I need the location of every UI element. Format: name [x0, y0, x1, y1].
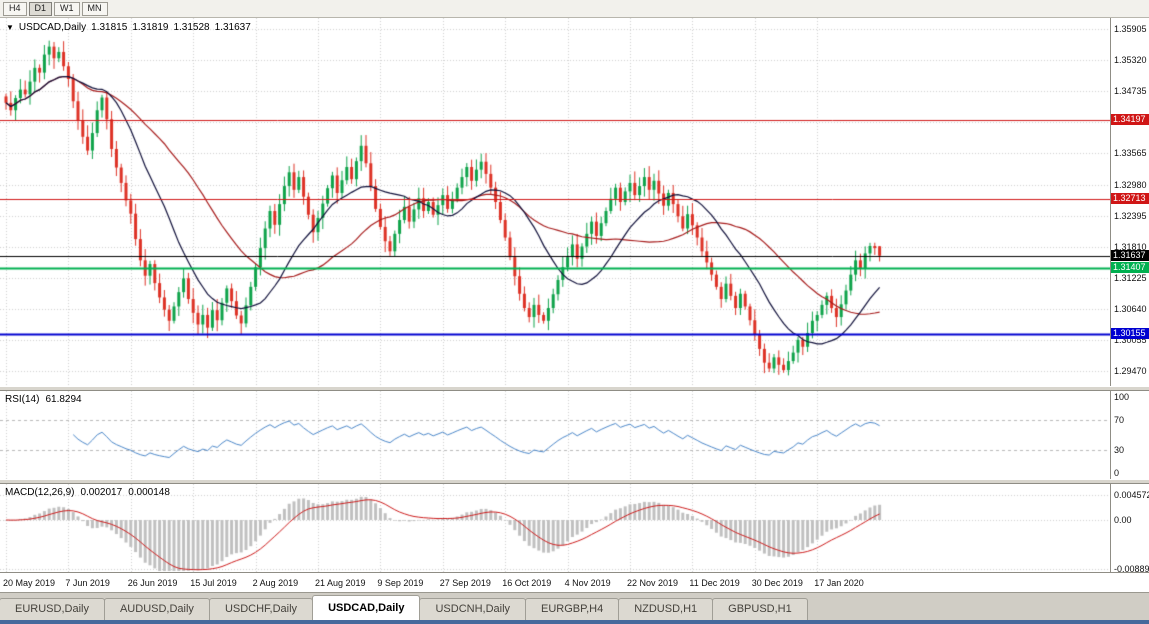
- timeframe-button-w1[interactable]: W1: [54, 1, 80, 16]
- macd-signal-value: 0.000148: [128, 487, 170, 498]
- timeframe-button-h4[interactable]: H4: [3, 1, 27, 16]
- date-axis-label: 2 Aug 2019: [252, 578, 299, 588]
- date-axis-label: 21 Aug 2019: [315, 578, 366, 588]
- date-axis-label: 20 May 2019: [3, 578, 56, 588]
- macd-axis-label: 0.00: [1114, 515, 1132, 525]
- chart-tab-usdcad-daily[interactable]: USDCAD,Daily: [312, 595, 421, 620]
- date-axis-label: 9 Sep 2019: [377, 578, 424, 588]
- price-axis-label: 1.35320: [1114, 55, 1147, 66]
- chart-tab-nzdusd-h1[interactable]: NZDUSD,H1: [618, 598, 714, 620]
- price-axis-label: 1.32395: [1114, 210, 1147, 221]
- chart-symbol-label: USDCAD,Daily: [18, 22, 87, 33]
- rsi-axis-label: 0: [1114, 468, 1120, 478]
- panel-splitter[interactable]: [0, 386, 1149, 391]
- quote-low: 1.31528: [173, 22, 210, 33]
- price-axis[interactable]: 1.359051.353201.347351.341501.335651.329…: [1110, 18, 1149, 575]
- price-axis-label: 1.29470: [1114, 365, 1147, 376]
- chart-tab-usdchf-daily[interactable]: USDCHF,Daily: [208, 598, 314, 620]
- rsi-axis-label: 70: [1114, 414, 1125, 425]
- chart-title: ▼ USDCAD,Daily 1.31815 1.31819 1.31528 1…: [6, 22, 251, 33]
- timeframe-toolbar: H4 D1 W1 MN: [0, 0, 1149, 18]
- macd-panel-label: MACD(12,26,9) 0.002017 0.000148: [5, 487, 170, 498]
- rsi-panel-label: RSI(14) 61.8294: [5, 394, 82, 405]
- timeframe-button-d1[interactable]: D1: [28, 1, 53, 16]
- date-axis[interactable]: 20 May 2019 7 Jun 2019 26 Jun 2019 15 Jul 2…: [0, 572, 1149, 592]
- timeframe-button-mn[interactable]: MN: [81, 1, 108, 16]
- resistance-upper-price-badge: 1.34197: [1111, 113, 1149, 125]
- quote-open: 1.31815: [91, 22, 128, 33]
- price-axis-label: 1.32980: [1114, 179, 1147, 190]
- price-axis-label: 1.34735: [1114, 86, 1147, 97]
- current-price-price-badge: 1.31637: [1111, 249, 1149, 261]
- rsi-axis-label: 30: [1114, 445, 1125, 456]
- date-axis-label: 26 Jun 2019: [127, 578, 178, 588]
- chart-tab-audusd-daily[interactable]: AUDUSD,Daily: [103, 598, 210, 620]
- date-axis-label: 4 Nov 2019: [564, 578, 611, 588]
- date-axis-label: 11 Dec 2019: [689, 578, 740, 588]
- chart-tab-bar: EURUSD,Daily AUDUSD,Daily USDCHF,Daily USDC…: [0, 592, 1149, 620]
- collapse-arrow-icon[interactable]: ▼: [6, 23, 14, 32]
- macd-axis-label: 0.004572: [1114, 489, 1149, 500]
- support-blue-price-badge: 1.30155: [1111, 328, 1149, 340]
- quote-close: 1.31637: [214, 22, 251, 33]
- macd-axis-label: -0.00889: [1114, 564, 1149, 575]
- date-axis-label: 17 Jan 2020: [814, 578, 864, 588]
- chart-tab-eurusd-daily[interactable]: EURUSD,Daily: [0, 598, 105, 620]
- chart-tab-eurgbp-h4[interactable]: EURGBP,H4: [525, 598, 620, 620]
- price-axis-label: 1.33565: [1114, 148, 1147, 159]
- date-axis-label: 16 Oct 2019: [502, 578, 552, 588]
- rsi-value: 61.8294: [45, 394, 82, 405]
- price-chart-canvas[interactable]: [0, 18, 1110, 386]
- macd-name: MACD(12,26,9): [5, 487, 75, 498]
- date-axis-label: 30 Dec 2019: [751, 578, 803, 588]
- price-axis-label: 1.31810: [1114, 241, 1147, 252]
- macd-indicator-canvas[interactable]: [0, 484, 1110, 572]
- chart-tab-usdcnh-daily[interactable]: USDCNH,Daily: [419, 598, 527, 620]
- quote-high: 1.31819: [132, 22, 169, 33]
- date-axis-label: 15 Jul 2019: [190, 578, 237, 588]
- price-axis-label: 1.30640: [1114, 303, 1147, 314]
- rsi-name: RSI(14): [5, 394, 40, 405]
- rsi-indicator-canvas[interactable]: [0, 391, 1110, 479]
- price-axis-label: 1.31225: [1114, 272, 1147, 283]
- macd-main-value: 0.002017: [80, 487, 123, 498]
- window-bottom-edge: [0, 620, 1149, 624]
- rsi-axis-label: 100: [1114, 392, 1130, 402]
- price-axis-label: 1.35905: [1114, 24, 1147, 35]
- price-axis-label: 1.30055: [1114, 334, 1147, 345]
- panel-splitter[interactable]: [0, 479, 1149, 484]
- date-axis-label: 27 Sep 2019: [439, 578, 491, 588]
- date-axis-label: 7 Jun 2019: [65, 578, 110, 588]
- date-axis-label: 22 Nov 2019: [627, 578, 679, 588]
- support-green-price-badge: 1.31407: [1111, 261, 1149, 273]
- resistance-lower-price-badge: 1.32713: [1111, 192, 1149, 204]
- chart-tab-gbpusd-h1[interactable]: GBPUSD,H1: [712, 598, 808, 620]
